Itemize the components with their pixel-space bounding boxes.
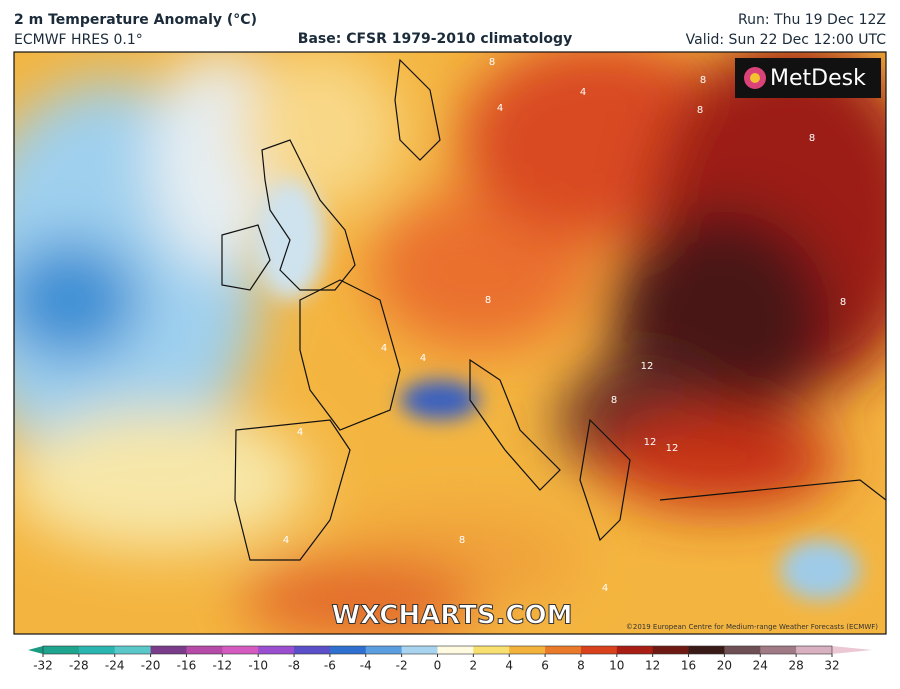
contour-label: 4 — [381, 343, 387, 354]
colorbar-tick-label: -6 — [324, 659, 336, 673]
colorbar-segment — [365, 646, 403, 654]
contour-label: 12 — [644, 437, 657, 448]
coastlines — [221, 58, 886, 561]
colorbar-tick-label: 28 — [788, 659, 803, 673]
copyright: ©2019 European Centre for Medium-range W… — [626, 623, 878, 631]
colorbar-segment — [114, 646, 152, 654]
colorbar-segment — [580, 646, 618, 654]
model: ECMWF HRES 0.1° — [14, 32, 143, 48]
contour-label: 8 — [809, 133, 815, 144]
colorbar-tick-label: 20 — [717, 659, 732, 673]
contour-label: 8 — [485, 295, 491, 306]
colorbar-segment — [760, 646, 797, 654]
colorbar-tick-label: -24 — [105, 659, 125, 673]
colorbar-segment — [150, 646, 187, 654]
base: Base: CFSR 1979-2010 climatology — [298, 31, 572, 47]
colorbar-tick-label: -20 — [141, 659, 161, 673]
colorbar-segment — [222, 646, 259, 654]
colorbar-segment — [258, 646, 295, 654]
colorbar-tick-label: 32 — [824, 659, 839, 673]
colorbar-tick-label: 4 — [505, 659, 513, 673]
colorbar: -32 -28 -24 -20 -16 -12 -10 -8 -6 -4 -2 0 2 4 6 8 10 12 16… — [28, 645, 872, 673]
colorbar-tick-label: 8 — [577, 659, 585, 673]
colorbar-segment — [652, 646, 690, 654]
colorbar-tick-label: -32 — [33, 659, 53, 673]
colorbar-tick-label: -8 — [288, 659, 300, 673]
colorbar-segment — [473, 646, 510, 654]
contour-label: 4 — [497, 103, 503, 114]
colorbar-segment — [796, 646, 833, 654]
contour-label: 12 — [666, 443, 679, 454]
colorbar-tick-label: -2 — [396, 659, 408, 673]
colorbar-tick-label: -12 — [213, 659, 233, 673]
map-frame — [13, 51, 887, 635]
colorbar-segment — [724, 646, 761, 654]
contour-label: 8 — [840, 297, 846, 308]
colorbar-arrow-left — [28, 646, 43, 654]
colorbar-tick-label: 12 — [645, 659, 660, 673]
colorbar-segment — [329, 646, 367, 654]
colorbar-tick-label: -4 — [360, 659, 372, 673]
contour-label: 4 — [602, 583, 608, 594]
contour-label: 4 — [283, 535, 289, 546]
contour-label: 12 — [641, 361, 654, 372]
valid: Valid: Sun 22 Dec 12:00 UTC — [686, 32, 887, 48]
contour-label: 4 — [420, 353, 426, 364]
colorbar-tick-label: -10 — [248, 659, 268, 673]
colorbar-segment — [43, 646, 80, 654]
colorbar-arrow-right — [832, 646, 872, 654]
contour-label: 8 — [700, 75, 706, 86]
colorbar-tick-label: -28 — [69, 659, 89, 673]
colorbar-segment — [78, 646, 116, 654]
colorbar-segment — [186, 646, 223, 654]
colorbar-segment — [401, 646, 438, 654]
colorbar-segment — [688, 646, 725, 654]
colorbar-tick-label: -16 — [177, 659, 197, 673]
contour-label: 8 — [489, 57, 495, 68]
colorbar-tick-label: 0 — [434, 659, 442, 673]
colorbar-segment — [616, 646, 654, 654]
contour-label: 4 — [580, 87, 586, 98]
contour-label: 8 — [697, 105, 703, 116]
contour-label: 4 — [297, 427, 303, 438]
colorbar-segment — [509, 646, 546, 654]
map: 8 4 4 8 8 8 4 4 8 12 12 12 8 4 4 8 4 8 MetDesk WXCHARTS.C… — [14, 52, 886, 634]
colorbar-segment — [437, 646, 474, 654]
colorbar-tick-label: 10 — [609, 659, 624, 673]
contour-label: 8 — [459, 535, 465, 546]
watermark: WXCHARTS.COM — [331, 601, 572, 631]
colorbar-segment — [545, 646, 582, 654]
run: Run: Thu 19 Dec 12Z — [738, 12, 886, 28]
title: 2 m Temperature Anomaly (°C) — [14, 12, 257, 28]
contour-label: 8 — [611, 395, 617, 406]
colorbar-tick-label: 2 — [470, 659, 478, 673]
colorbar-tick-label: 6 — [541, 659, 549, 673]
colorbar-tick-label: 16 — [681, 659, 696, 673]
colorbar-tick-label: 24 — [753, 659, 768, 673]
contour-labels: 8 4 4 8 8 8 4 4 8 12 12 12 8 4 4 8 4 8 — [283, 57, 846, 594]
colorbar-segment — [294, 646, 331, 654]
logo-text: MetDesk — [770, 66, 866, 91]
